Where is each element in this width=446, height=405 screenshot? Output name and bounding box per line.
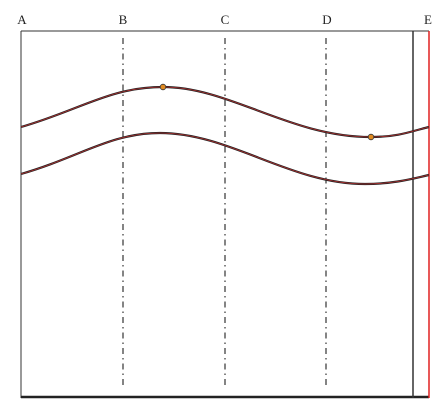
lower-curve-overlay — [20, 132, 430, 185]
curves — [20, 85, 430, 186]
column-label: E — [424, 12, 432, 27]
point — [367, 133, 375, 141]
lower-curve — [20, 131, 430, 186]
column-label: A — [17, 12, 27, 27]
guides — [122, 38, 327, 388]
column-label: D — [322, 12, 331, 27]
upper-curve-overlay — [20, 86, 430, 138]
column-label: C — [221, 12, 230, 27]
column-label: B — [119, 12, 128, 27]
point — [159, 83, 167, 91]
